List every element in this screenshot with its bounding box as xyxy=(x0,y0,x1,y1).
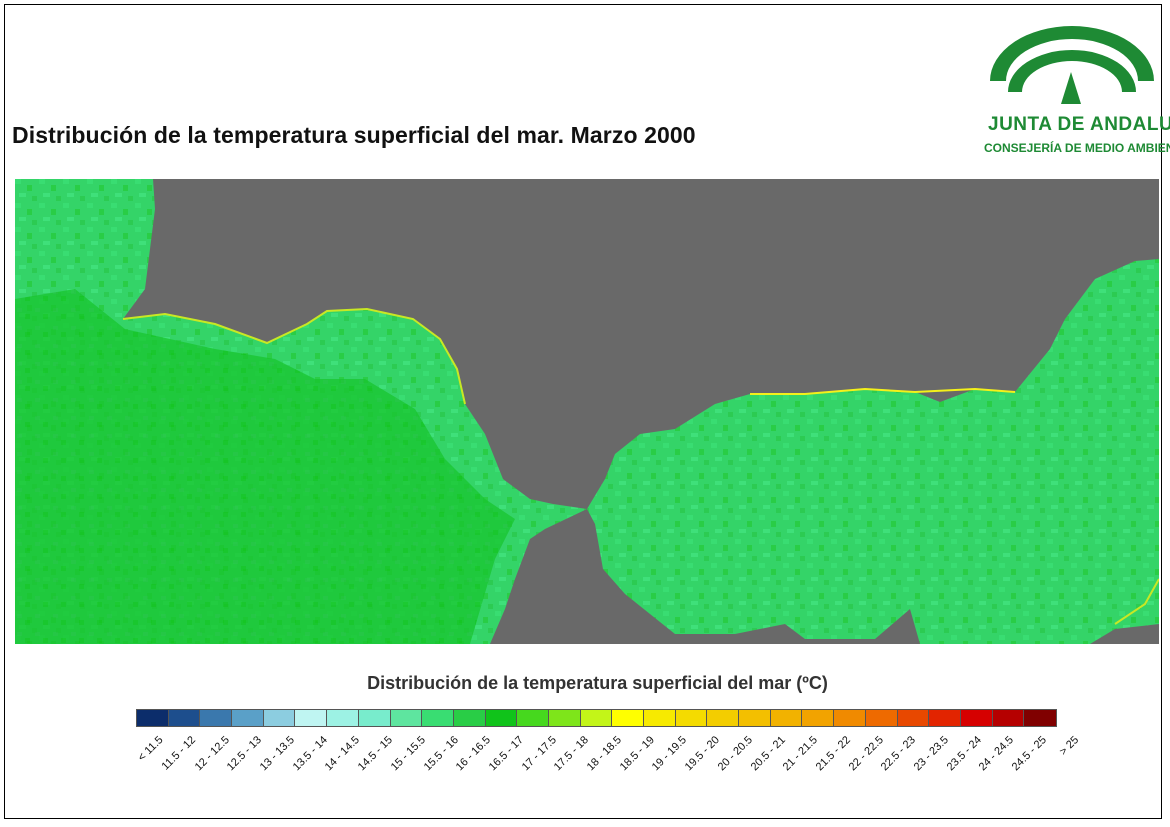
legend-label: < 11.5 xyxy=(136,734,166,764)
legend-swatch xyxy=(802,710,835,726)
legend-swatch xyxy=(263,710,296,726)
legend-labels: < 11.5 11.5 - 12 12 - 12.5 12.5 - 13 13 - 13… xyxy=(136,734,1136,794)
legend-swatch xyxy=(929,710,961,726)
legend-swatch xyxy=(422,710,454,726)
legend-label: 21.5 - 22 xyxy=(813,734,853,774)
coastal-margin-left xyxy=(122,307,466,405)
legend-label: 18 - 18.5 xyxy=(584,734,624,774)
legend-label: 16.5 - 17 xyxy=(486,734,526,774)
legend-swatch xyxy=(675,710,708,726)
legend-label: 23.5 - 24 xyxy=(944,734,984,774)
legend-label: 13 - 13.5 xyxy=(257,734,297,774)
legend-swatch xyxy=(453,710,486,726)
legend-label: 18.5 - 19 xyxy=(617,734,657,774)
legend-label: 12 - 12.5 xyxy=(192,734,232,774)
legend-label: 19 - 19.5 xyxy=(650,734,690,774)
sea-temperature-map xyxy=(15,179,1159,644)
legend-label: 23 - 23.5 xyxy=(911,734,951,774)
legend-label: 13.5 - 14 xyxy=(290,734,330,774)
legend-swatch xyxy=(580,710,613,726)
legend-swatch xyxy=(612,710,644,726)
legend-label: 22 - 22.5 xyxy=(846,734,886,774)
legend-swatch xyxy=(548,710,581,726)
legend-label: 14.5 - 15 xyxy=(355,734,396,774)
legend-swatch xyxy=(327,710,359,726)
legend-swatch xyxy=(834,710,866,726)
legend-swatch xyxy=(897,710,930,726)
legend-swatch xyxy=(390,710,423,726)
legend-label: 14 - 14.5 xyxy=(323,734,363,774)
legend-swatch xyxy=(770,710,803,726)
legend-label: 15 - 15.5 xyxy=(388,734,428,774)
legend-label: > 25 xyxy=(1057,734,1082,758)
legend-color-bar xyxy=(136,709,1057,727)
legend-swatch xyxy=(485,710,518,726)
legend-label: 24 - 24.5 xyxy=(977,734,1017,774)
logo-subtitle: CONSEJERÍA DE MEDIO AMBIENTE xyxy=(984,141,1170,155)
legend-swatch xyxy=(168,710,201,726)
junta-de-andalucia-logo xyxy=(990,26,1154,104)
legend-title: Distribución de la temperatura superfici… xyxy=(367,673,828,693)
legend-swatch xyxy=(358,710,391,726)
logo-name: JUNTA DE ANDALUCIA xyxy=(988,114,1170,135)
legend-label: 21 - 21.5 xyxy=(780,734,821,774)
figure-frame xyxy=(4,4,1162,819)
legend-label: 22.5 - 23 xyxy=(879,734,919,774)
legend-swatch xyxy=(739,710,771,726)
legend-label: 17 - 17.5 xyxy=(519,734,559,774)
legend-swatch xyxy=(200,710,233,726)
page-title: Distribución de la temperatura superfici… xyxy=(12,122,696,148)
legend-label: 20.5 - 21 xyxy=(748,734,788,774)
legend-swatch xyxy=(865,710,898,726)
legend-label: 24.5 - 25 xyxy=(1009,734,1050,774)
legend-swatch xyxy=(295,710,328,726)
coastal-margin-right xyxy=(750,387,1016,395)
legend-swatch xyxy=(1024,710,1056,726)
atlantic-warm-core xyxy=(15,289,515,644)
legend-label: 17.5 - 18 xyxy=(552,734,592,774)
legend-label: 15.5 - 16 xyxy=(421,734,461,774)
legend-label: 20 - 20.5 xyxy=(715,734,755,774)
legend-swatch xyxy=(707,710,740,726)
legend-label: 16 - 16.5 xyxy=(453,734,494,774)
coastal-margin-south xyxy=(1114,578,1159,625)
mediterranean-sea xyxy=(587,259,1159,644)
legend-swatch xyxy=(137,710,169,726)
legend-swatch xyxy=(232,710,264,726)
legend-swatch xyxy=(517,710,549,726)
legend-label: 19.5 - 20 xyxy=(682,734,723,774)
legend-swatch xyxy=(992,710,1025,726)
legend-swatch xyxy=(644,710,676,726)
legend-swatch xyxy=(960,710,993,726)
legend-label: 11.5 - 12 xyxy=(159,734,199,773)
legend-label: 12.5 - 13 xyxy=(225,734,265,774)
